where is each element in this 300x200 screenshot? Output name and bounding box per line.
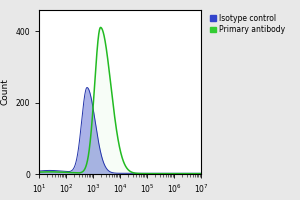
Legend: Isotype control, Primary antibody: Isotype control, Primary antibody xyxy=(210,14,285,34)
Y-axis label: Count: Count xyxy=(1,79,10,105)
